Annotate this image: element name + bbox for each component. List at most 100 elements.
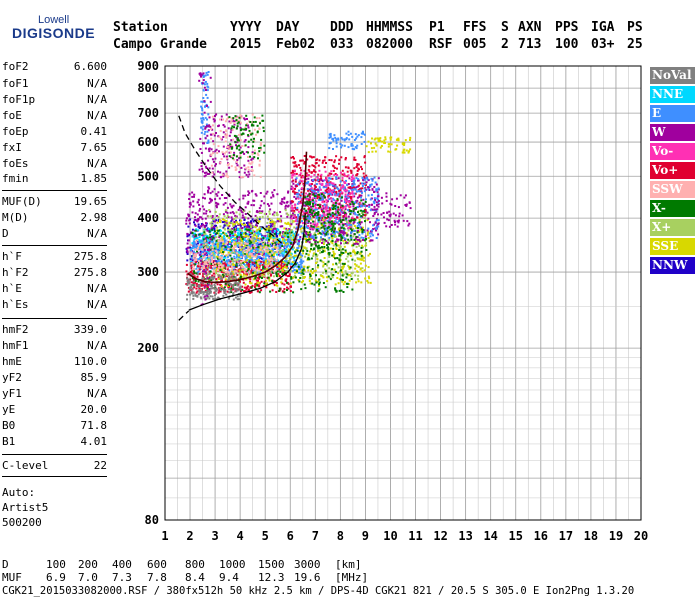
echo-point	[207, 227, 210, 230]
echo-point	[286, 232, 289, 235]
echo-point	[225, 293, 228, 296]
echo-point	[268, 212, 271, 215]
echo-point	[322, 186, 325, 189]
echo-point	[319, 217, 322, 220]
echo-point	[224, 279, 227, 282]
echo-point	[341, 225, 344, 228]
echo-point	[342, 231, 344, 234]
y-tick-label: 500	[137, 169, 159, 183]
echo-point	[270, 269, 273, 272]
echo-point	[353, 201, 356, 204]
echo-point	[215, 241, 218, 244]
echo-point	[291, 187, 294, 190]
echo-point	[269, 274, 272, 277]
echo-point	[233, 258, 236, 261]
echo-point	[254, 283, 257, 285]
echo-point	[315, 281, 318, 284]
echo-point	[236, 298, 239, 301]
echo-point	[256, 281, 259, 284]
echo-point	[228, 269, 231, 272]
echo-point	[210, 226, 213, 229]
echo-point	[348, 274, 351, 276]
echo-point	[331, 254, 334, 257]
echo-point	[252, 267, 255, 270]
echo-point	[327, 242, 330, 244]
echo-point	[187, 282, 190, 284]
echo-point	[229, 277, 232, 280]
echo-point	[309, 155, 312, 158]
echo-point	[287, 234, 290, 237]
echo-point	[206, 286, 209, 288]
echo-point	[275, 271, 278, 274]
echo-point	[305, 233, 308, 236]
echo-point	[278, 237, 281, 240]
echo-point	[293, 274, 296, 277]
echo-point	[328, 219, 331, 222]
echo-point	[222, 238, 225, 241]
echo-point	[282, 241, 285, 244]
echo-point	[186, 233, 189, 236]
echo-point	[323, 241, 326, 243]
echo-point	[293, 157, 295, 160]
echo-point	[226, 290, 229, 293]
echo-point	[321, 275, 324, 278]
echo-point	[316, 217, 319, 220]
echo-point	[261, 263, 264, 266]
echo-point	[193, 278, 195, 281]
echo-point	[362, 198, 365, 201]
echo-point	[347, 253, 350, 256]
echo-point	[235, 278, 238, 281]
echo-point	[208, 254, 211, 257]
echo-point	[199, 281, 202, 284]
echo-point	[257, 271, 260, 274]
echo-point	[325, 276, 328, 279]
echo-point	[367, 179, 370, 182]
echo-point	[221, 266, 223, 269]
echo-point	[322, 240, 325, 243]
echo-point	[227, 271, 230, 274]
echo-point	[328, 172, 331, 175]
echo-point	[341, 169, 344, 172]
echo-point	[295, 185, 298, 187]
echo-point	[218, 289, 221, 292]
echo-point	[358, 230, 361, 233]
echo-point	[376, 208, 379, 211]
echo-point	[205, 257, 208, 260]
param-value: 71.8	[80, 419, 108, 432]
echo-point	[258, 274, 261, 277]
echo-point	[258, 269, 261, 272]
echo-point	[298, 189, 300, 192]
echo-point	[313, 178, 316, 181]
echo-point	[191, 292, 194, 295]
echo-point	[247, 255, 249, 258]
echo-point	[276, 240, 279, 243]
echo-point	[318, 159, 321, 162]
echo-point	[276, 270, 279, 273]
echo-point	[274, 230, 277, 233]
echo-point	[244, 264, 247, 267]
echo-point	[216, 243, 219, 246]
echo-point	[321, 238, 324, 241]
echo-point	[233, 239, 236, 242]
echo-point	[254, 277, 257, 280]
echo-point	[263, 250, 266, 253]
echo-point	[348, 226, 350, 229]
echo-point	[329, 177, 332, 180]
echo-point	[325, 186, 328, 189]
echo-point	[245, 233, 247, 236]
echo-point	[355, 245, 358, 248]
echo-point	[295, 165, 298, 168]
echo-point	[357, 184, 360, 187]
echo-point	[340, 204, 343, 207]
echo-point	[251, 285, 254, 287]
echo-point	[208, 279, 211, 282]
echo-point	[235, 290, 238, 293]
echo-point	[239, 254, 242, 257]
echo-point	[196, 248, 199, 251]
echo-point	[213, 234, 216, 237]
echo-point	[213, 220, 216, 223]
echo-point	[186, 242, 189, 245]
echo-point	[316, 258, 319, 261]
echo-point	[292, 179, 295, 182]
echo-point	[307, 225, 310, 227]
